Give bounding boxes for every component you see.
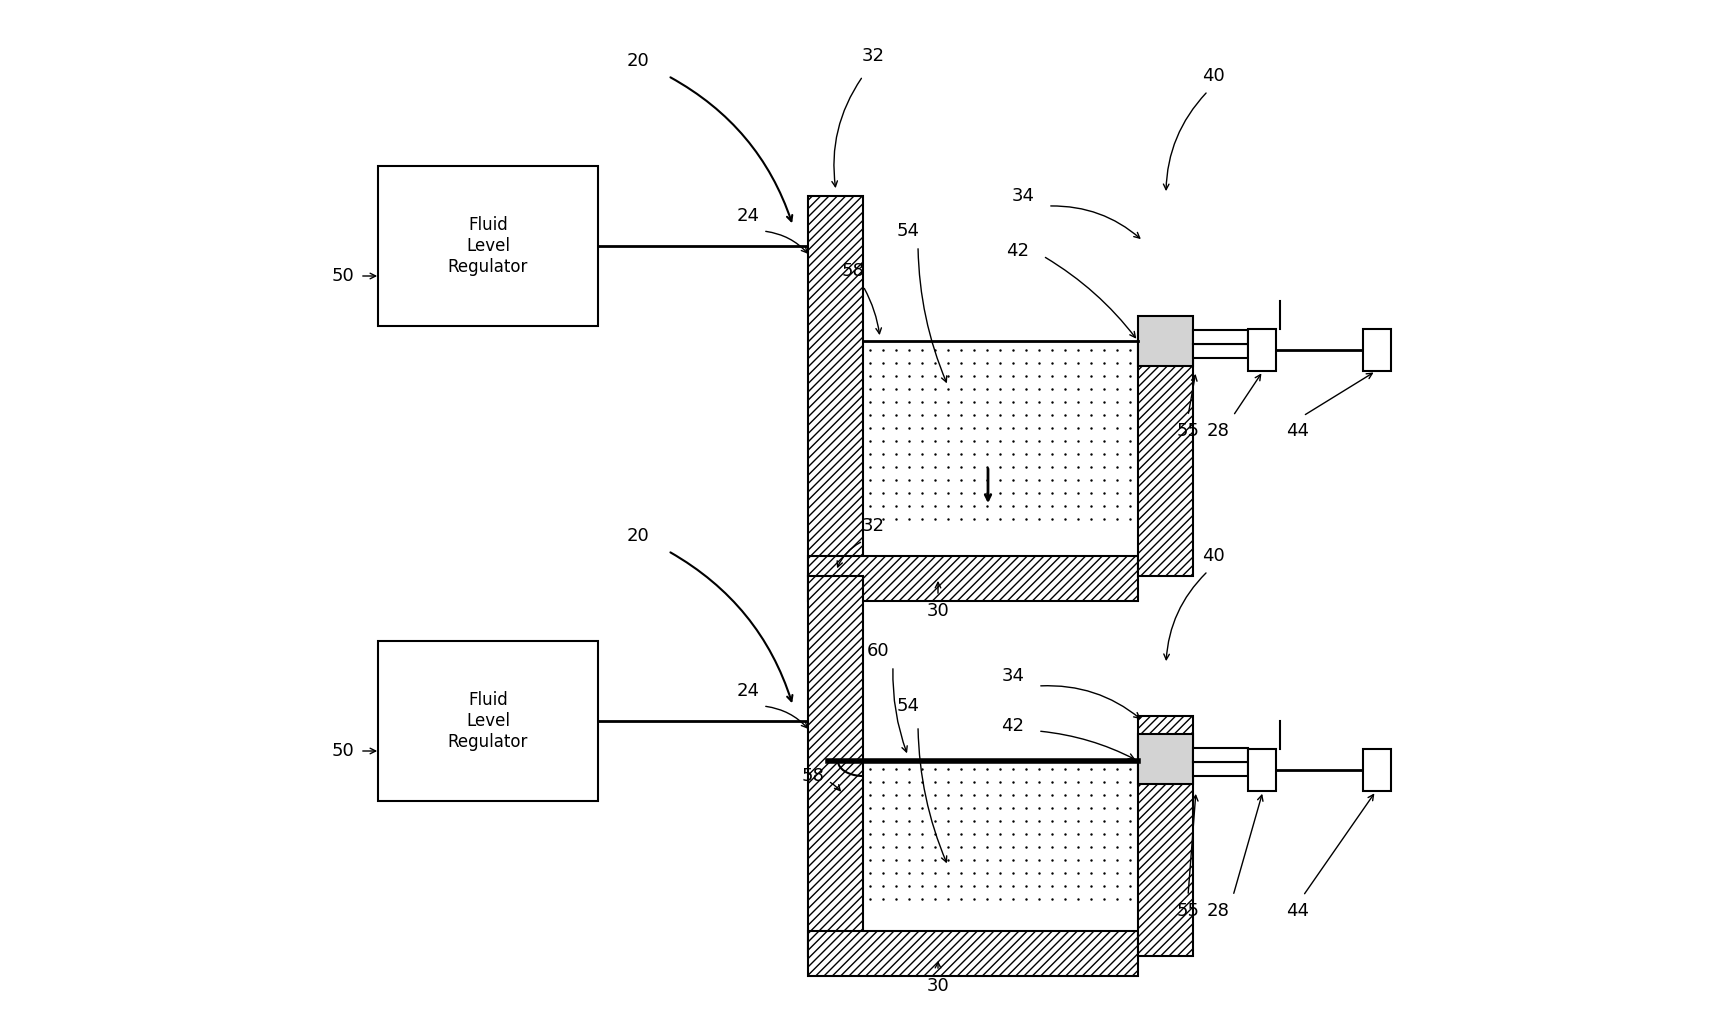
Bar <box>1193 330 1248 344</box>
Bar <box>808 556 1138 601</box>
Bar <box>1138 336 1193 576</box>
Text: 24: 24 <box>736 207 760 225</box>
Text: 44: 44 <box>1287 902 1309 920</box>
Text: 58: 58 <box>841 262 865 280</box>
Text: 30: 30 <box>927 977 949 995</box>
Bar <box>863 341 1138 526</box>
Text: 54: 54 <box>896 222 920 240</box>
Text: 34: 34 <box>1011 187 1035 205</box>
Text: 32: 32 <box>861 47 884 65</box>
Text: 50: 50 <box>331 267 355 285</box>
Bar <box>1193 748 1248 762</box>
Bar <box>378 166 597 326</box>
Text: 55: 55 <box>1177 422 1199 440</box>
Text: 60: 60 <box>867 642 889 660</box>
Text: 58: 58 <box>801 767 824 785</box>
Bar <box>1138 316 1193 366</box>
Bar <box>1248 749 1277 791</box>
Bar <box>808 576 863 956</box>
Bar <box>808 931 1138 976</box>
Text: 50: 50 <box>331 742 355 760</box>
Text: 40: 40 <box>1201 67 1225 85</box>
Bar <box>1193 344 1248 358</box>
Bar <box>1363 329 1392 371</box>
Text: 54: 54 <box>896 697 920 715</box>
Text: Fluid
Level
Regulator: Fluid Level Regulator <box>448 692 529 751</box>
Bar <box>378 641 597 801</box>
Text: 42: 42 <box>1007 242 1030 260</box>
Text: 24: 24 <box>736 682 760 700</box>
Text: 28: 28 <box>1206 902 1229 920</box>
Bar <box>1363 749 1392 791</box>
Text: 30: 30 <box>927 602 949 620</box>
Text: Fluid
Level
Regulator: Fluid Level Regulator <box>448 216 529 276</box>
Text: 40: 40 <box>1201 547 1225 565</box>
Bar <box>1138 734 1193 784</box>
Bar <box>863 761 1138 906</box>
Text: 55: 55 <box>1177 902 1199 920</box>
Text: 42: 42 <box>1002 717 1024 735</box>
Text: 20: 20 <box>626 527 649 545</box>
Text: 34: 34 <box>1002 667 1024 685</box>
Text: 28: 28 <box>1206 422 1229 440</box>
Text: 32: 32 <box>861 517 884 535</box>
Text: 20: 20 <box>626 52 649 70</box>
Bar <box>808 196 863 576</box>
Text: 44: 44 <box>1287 422 1309 440</box>
Bar <box>1193 762 1248 776</box>
Bar <box>1138 716 1193 956</box>
Bar <box>1248 329 1277 371</box>
